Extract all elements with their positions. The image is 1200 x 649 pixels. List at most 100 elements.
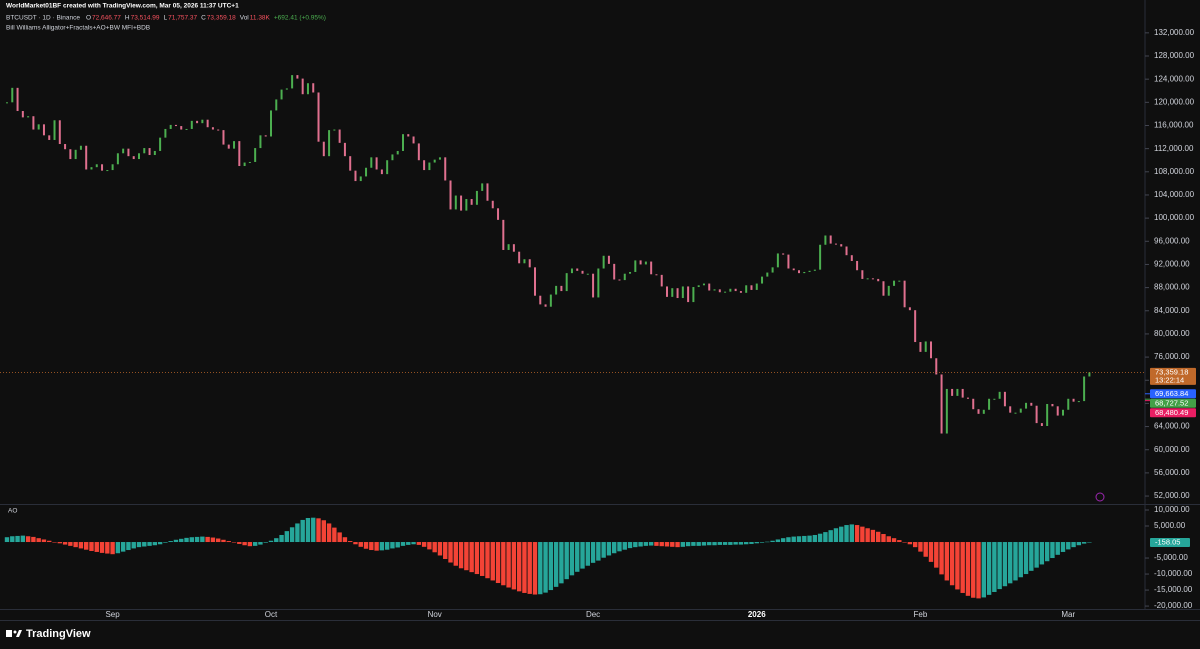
ao-bar [849,524,854,543]
ao-bar [1050,542,1055,559]
ao-bar [744,542,749,545]
price-bar [708,283,711,291]
ao-bar [590,542,596,563]
price-bar [961,388,964,398]
price-bar [470,199,473,205]
ao-bar [617,542,622,552]
ao-bar [828,530,833,543]
price-bar [518,251,521,264]
legend-key: H [125,15,130,22]
legend-value: 73,514.99 [131,15,160,22]
ao-bar [41,539,47,543]
price-bar [702,283,705,286]
price-bar [206,119,209,128]
ao-bar [559,542,564,584]
price-bar [312,83,315,93]
ao-bar [142,542,147,547]
ao-bar [791,536,796,543]
ao-bar [316,518,321,543]
ao-bar [876,531,881,543]
price-bar [956,388,959,396]
ao-bar [200,536,205,543]
y-tick-label: 104,000.00 [1154,190,1195,199]
ao-bar [506,542,511,588]
ao-bar [84,542,89,550]
price-bar [861,270,864,279]
ao-bar [807,535,812,543]
ao-bar [543,542,548,593]
ao-bar [780,538,786,543]
price-bar [190,120,193,129]
ao-tick-label: -15,000.00 [1154,585,1193,594]
ao-bar [596,542,601,561]
ao-bar [126,542,131,551]
ao-bar [305,518,311,543]
price-bar [79,145,82,150]
price-bar [877,278,880,282]
ao-bar [1081,542,1087,544]
price-bar [1062,409,1064,416]
legend-key: L [164,15,168,22]
ao-bar [643,542,649,546]
ao-bar [432,542,437,553]
price-bar [856,260,859,271]
price-bar [264,135,267,137]
ao-bar [1029,542,1034,571]
indicator-title: AO [8,508,17,515]
price-bar [972,398,975,410]
ao-bar [348,541,353,543]
price-bar [887,285,890,296]
replay-icon[interactable] [1095,492,1105,502]
y-tick-label: 64,000.00 [1154,422,1190,431]
y-tick-label: 112,000.00 [1154,144,1194,153]
price-bar [813,269,816,271]
price-bar [349,156,352,171]
price-bar [148,148,151,156]
ao-bar [986,542,992,595]
brand: TradingView [26,628,91,640]
y-tick-label: 116,000.00 [1154,121,1194,130]
price-bar [380,169,383,175]
price-bar [1030,402,1033,406]
x-tick-label: Dec [586,610,600,619]
price-bar [507,244,510,250]
price-bar [396,150,399,155]
ao-bar [707,542,712,546]
price-bar [1088,372,1091,377]
price-bar [871,278,874,280]
ao-bar [717,542,722,545]
ao-bar [184,537,189,543]
x-tick-label: Oct [265,610,278,619]
legend-key: C [201,15,206,22]
ao-bar [353,542,358,545]
ao-bar [237,542,242,544]
ao-bar [749,542,754,544]
ao-bar [516,542,522,592]
ao-bar [110,542,115,555]
price-bar [634,260,637,272]
ao-bar [844,525,849,543]
ao-bar [295,523,300,543]
ao-bar [664,542,670,547]
ao-bar [1076,542,1082,546]
y-tick-label: 60,000.00 [1154,445,1190,454]
ao-bar [675,542,680,548]
legend-value: 73,359.18 [207,15,236,22]
price-bar [370,157,373,168]
price-bar [127,148,130,157]
ao-bar [553,542,559,587]
ao-bar [696,542,701,546]
price-bar [586,273,589,275]
ao-tick-label: -10,000.00 [1154,569,1193,578]
price-bar [618,279,621,281]
ao-bar [865,528,870,543]
price-bar [111,164,114,171]
price-bar [169,124,172,129]
price-bar [940,374,943,434]
ao-bar [68,542,73,546]
price-bar [6,102,8,104]
ao-bar [168,541,173,543]
ao-bar [701,542,707,546]
y-tick-label: 124,000.00 [1154,74,1195,83]
ao-bar [939,542,944,575]
